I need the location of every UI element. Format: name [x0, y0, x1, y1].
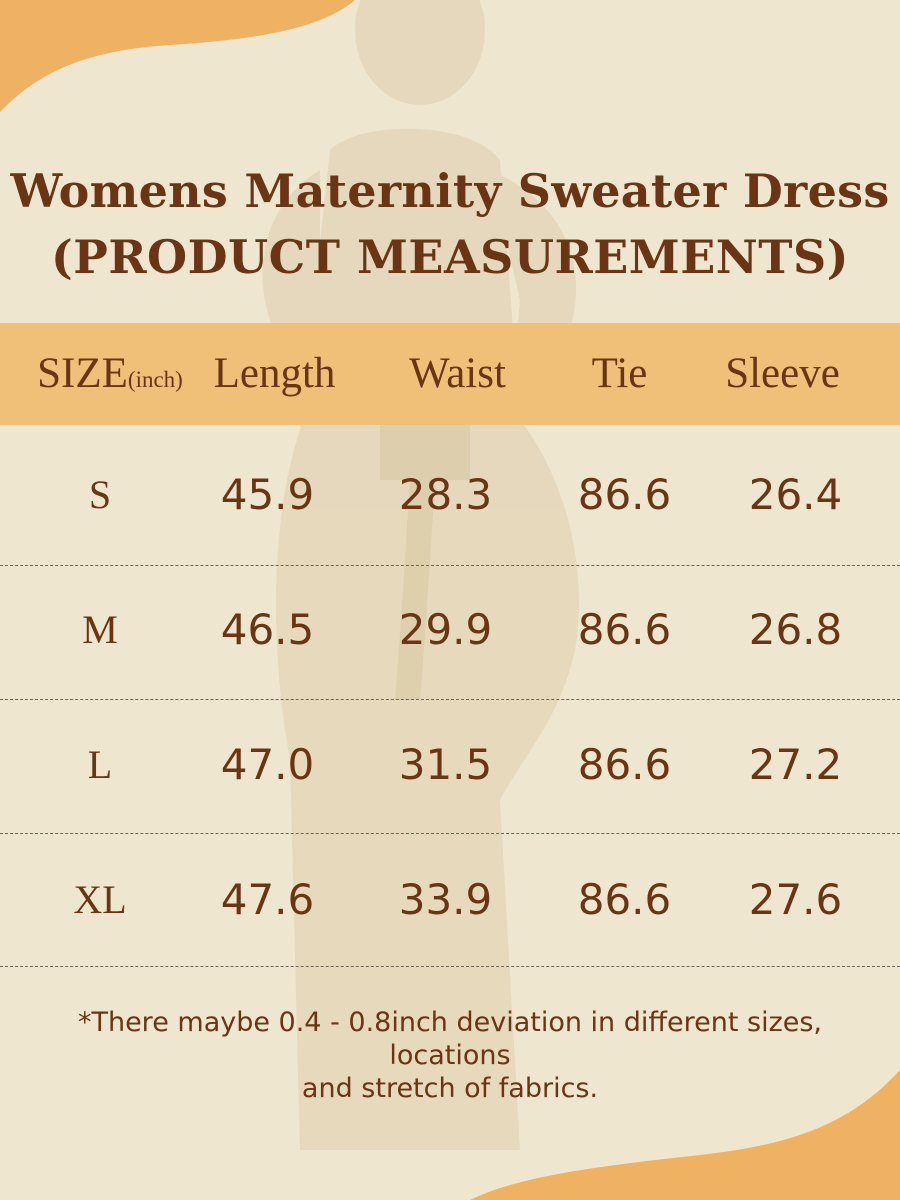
waist-cell: 29.9 [398, 605, 493, 654]
length-cell: 46.5 [220, 605, 315, 654]
size-cell: L [87, 742, 113, 787]
tie-cell: 86.6 [577, 875, 672, 924]
size-cell: S [88, 472, 112, 517]
title-line-1: Womens Maternity Sweater Dress [10, 164, 890, 218]
sleeve-cell: 27.2 [748, 740, 843, 789]
row-divider [0, 699, 900, 700]
header-tie: Tie [591, 350, 648, 397]
tie-cell: 86.6 [577, 470, 672, 519]
table-row: L 47.0 31.5 86.6 27.2 [0, 698, 900, 832]
table-row: S 45.9 28.3 86.6 26.4 [0, 428, 900, 562]
top-left-orange-wave [0, 0, 355, 112]
size-cell: M [82, 607, 118, 652]
sleeve-cell: 26.8 [748, 605, 843, 654]
page-title: Womens Maternity Sweater Dress (PRODUCT … [0, 158, 900, 290]
table-row: M 46.5 29.9 86.6 26.8 [0, 563, 900, 697]
header-size-label: SIZE [37, 350, 128, 397]
waist-cell: 28.3 [398, 470, 493, 519]
header-sleeve: Sleeve [725, 350, 840, 397]
tie-cell: 86.6 [577, 740, 672, 789]
waist-cell: 31.5 [398, 740, 493, 789]
footnote-line-1: *There maybe 0.4 - 0.8inch deviation in … [77, 1007, 823, 1071]
sleeve-cell: 26.4 [748, 470, 843, 519]
length-cell: 47.0 [220, 740, 315, 789]
header-size-unit: (inch) [127, 367, 183, 392]
footnote-line-2: and stretch of fabrics. [301, 1073, 599, 1104]
row-divider [0, 565, 900, 566]
header-size: SIZE(inch) [20, 323, 200, 425]
row-divider [0, 833, 900, 834]
title-line-2: (PRODUCT MEASUREMENTS) [50, 230, 850, 284]
length-cell: 47.6 [220, 875, 315, 924]
sleeve-cell: 27.6 [748, 875, 843, 924]
table-row: XL 47.6 33.9 86.6 27.6 [0, 833, 900, 967]
length-cell: 45.9 [220, 470, 315, 519]
size-cell: XL [73, 877, 127, 922]
header-length: Length [213, 350, 336, 397]
tie-cell: 86.6 [577, 605, 672, 654]
waist-cell: 33.9 [398, 875, 493, 924]
header-waist: Waist [409, 350, 506, 397]
deviation-footnote: *There maybe 0.4 - 0.8inch deviation in … [20, 1006, 880, 1105]
table-header-row: SIZE(inch) Length Waist Tie Sleeve [0, 323, 900, 425]
bottom-right-orange-wave [470, 1070, 900, 1200]
row-divider [0, 966, 900, 967]
